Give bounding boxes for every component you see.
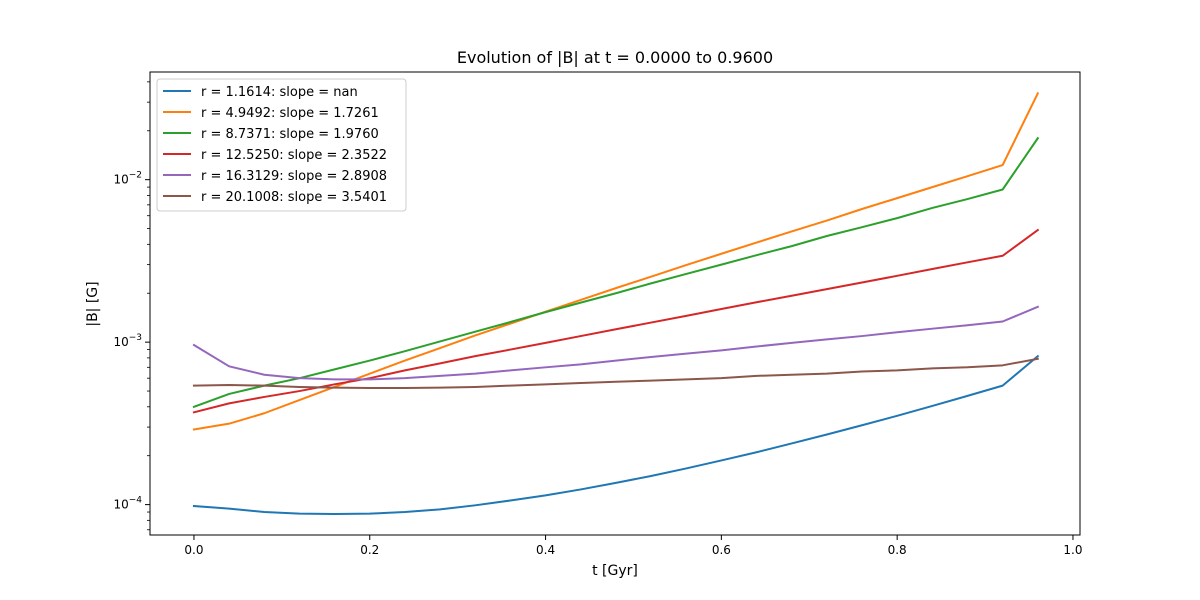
legend-label-2: r = 4.9492: slope = 1.7261 (201, 106, 379, 121)
legend-label-3: r = 8.7371: slope = 1.9760 (201, 127, 379, 142)
y-axis-label: |B| [G] (85, 281, 101, 326)
x-tick-label: 1.0 (1063, 543, 1082, 557)
legend-box (156, 78, 407, 212)
series-line-1 (192, 354, 1040, 516)
series-line-3 (192, 136, 1040, 409)
y-tick-label: 10−4 (113, 496, 142, 512)
series-lines (192, 91, 1040, 516)
x-tick-label: 0.8 (888, 543, 907, 557)
x-axis: 0.0 0.2 0.4 0.6 0.8 1.0 (184, 535, 1083, 557)
series-line-5 (192, 305, 1040, 381)
series-line-6 (192, 357, 1039, 390)
chart-title: Evolution of |B| at t = 0.0000 to 0.9600 (457, 48, 773, 67)
y-tick-label: 10−2 (113, 171, 142, 187)
x-tick-label: 0.4 (536, 543, 555, 557)
x-tick-label: 0.6 (712, 543, 731, 557)
y-tick-label: 10−3 (113, 333, 142, 349)
y-axis: 10−4 10−3 10−2 (113, 81, 150, 531)
x-axis-label: t [Gyr] (592, 563, 638, 579)
legend-label-6: r = 20.1008: slope = 3.5401 (201, 190, 387, 205)
legend: r = 1.1614: slope = nan r = 4.9492: slope… (156, 78, 407, 212)
legend-label-1: r = 1.1614: slope = nan (201, 85, 358, 100)
series-line-4 (192, 228, 1040, 414)
x-tick-label: 0.0 (184, 543, 203, 557)
legend-label-5: r = 16.3129: slope = 2.8908 (201, 169, 387, 184)
axes-frame (149, 71, 1081, 536)
x-tick-label: 0.2 (360, 543, 379, 557)
plot-area (192, 91, 1040, 516)
legend-label-4: r = 12.5250: slope = 2.3522 (201, 148, 387, 163)
